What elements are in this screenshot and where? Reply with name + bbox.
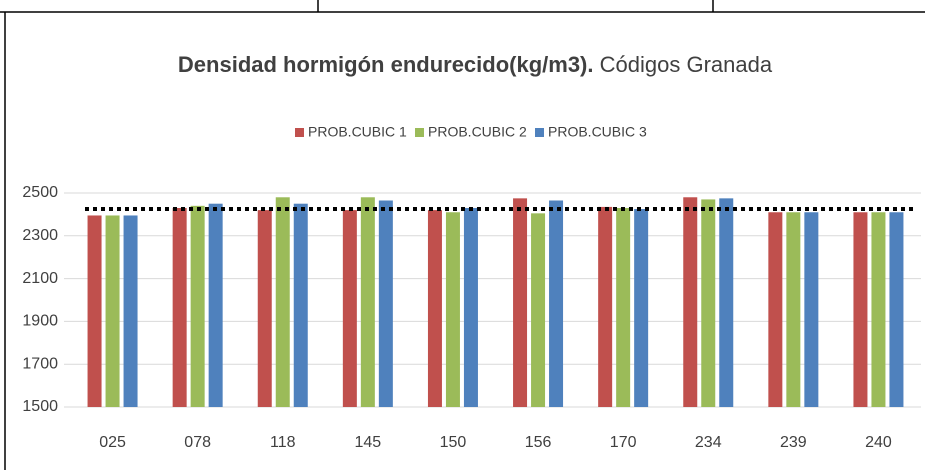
x-tick-label: 240 [865, 434, 892, 451]
y-tick-label: 1900 [22, 313, 58, 330]
bar [445, 212, 460, 407]
bar [598, 206, 613, 407]
bar [683, 197, 698, 407]
x-tick-label: 170 [610, 434, 637, 451]
x-tick-label: 078 [184, 434, 211, 451]
y-tick-label: 2100 [22, 270, 58, 287]
legend-label: PROB.CUBIC 2 [428, 124, 527, 140]
bar [786, 212, 801, 407]
bar [87, 215, 102, 407]
chart-title: Densidad hormigón endurecido(kg/m3). Cód… [178, 52, 773, 77]
bar [208, 203, 223, 407]
bar [257, 210, 272, 407]
x-tick-label: 150 [440, 434, 467, 451]
x-tick-label: 025 [99, 434, 126, 451]
legend-swatch [415, 128, 424, 137]
bar [889, 212, 904, 407]
bar [701, 199, 716, 407]
x-tick-label: 239 [780, 434, 807, 451]
bar [768, 212, 783, 407]
bar [190, 205, 205, 407]
title-main: Densidad hormigón endurecido(kg/m3). [178, 52, 594, 77]
bar [342, 210, 357, 407]
bar [123, 215, 138, 407]
legend-label: PROB.CUBIC 3 [548, 124, 647, 140]
bar [616, 207, 631, 407]
title-sub: Códigos Granada [600, 52, 773, 77]
bar [293, 203, 308, 407]
bar [549, 200, 564, 407]
y-tick-label: 1700 [22, 355, 58, 372]
x-tick-label: 145 [354, 434, 381, 451]
y-tick-label: 1500 [22, 398, 58, 415]
bar [853, 212, 868, 407]
bar [871, 212, 886, 407]
bar [427, 210, 442, 407]
legend-swatch [535, 128, 544, 137]
bar [719, 198, 734, 407]
bar [275, 197, 290, 407]
bar [531, 213, 546, 407]
legend-swatch [295, 128, 304, 137]
bar [804, 212, 819, 407]
x-tick-label: 156 [525, 434, 552, 451]
bar [378, 200, 393, 407]
y-tick-label: 2500 [22, 184, 58, 201]
legend-label: PROB.CUBIC 1 [308, 124, 407, 140]
bar [360, 197, 375, 407]
x-tick-label: 234 [695, 434, 722, 451]
bar [513, 198, 528, 407]
bar [463, 207, 478, 407]
y-tick-label: 2300 [22, 227, 58, 244]
bar [634, 209, 649, 407]
x-tick-label: 118 [270, 434, 296, 451]
bar [172, 207, 187, 407]
bar [105, 215, 120, 407]
